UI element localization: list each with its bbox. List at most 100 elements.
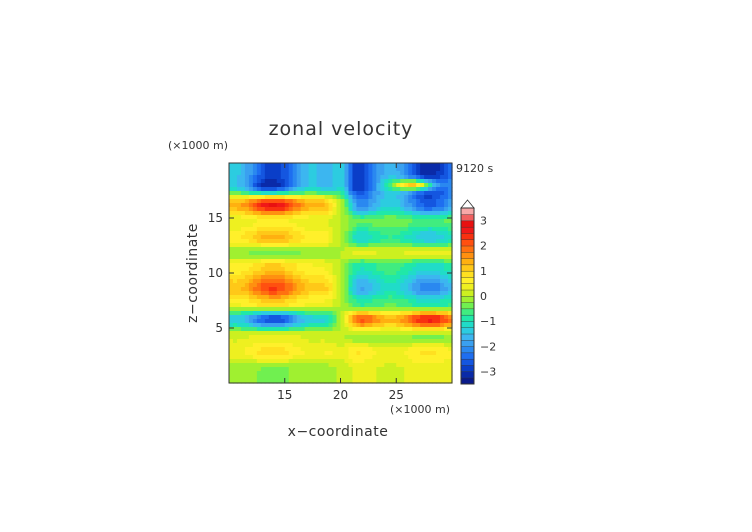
heatmap-cell bbox=[264, 175, 270, 180]
heatmap-cell bbox=[364, 215, 369, 220]
heatmap-cell bbox=[364, 367, 369, 372]
heatmap-cell bbox=[352, 331, 358, 336]
heatmap-cell bbox=[324, 295, 330, 300]
heatmap-cell bbox=[280, 171, 286, 176]
heatmap-cell bbox=[264, 319, 270, 324]
heatmap-cell bbox=[420, 231, 425, 236]
heatmap-cell bbox=[400, 211, 405, 216]
heatmap-cell bbox=[272, 163, 278, 168]
heatmap-cell bbox=[340, 287, 346, 292]
heatmap-cell bbox=[348, 335, 354, 340]
heatmap-cell bbox=[356, 327, 362, 332]
heatmap-cell bbox=[332, 371, 338, 376]
heatmap-cell bbox=[280, 255, 286, 260]
heatmap-cell bbox=[404, 287, 409, 292]
heatmap-cell bbox=[304, 175, 310, 180]
heatmap-cell bbox=[232, 343, 238, 348]
heatmap-cell bbox=[344, 215, 350, 220]
heatmap-cell bbox=[236, 207, 242, 212]
heatmap-cell bbox=[356, 255, 362, 260]
heatmap-cell bbox=[320, 331, 326, 336]
heatmap-cell bbox=[264, 179, 270, 184]
heatmap-cell bbox=[356, 315, 362, 320]
heatmap-cell bbox=[312, 183, 318, 188]
heatmap-cell bbox=[444, 175, 449, 180]
heatmap-cell bbox=[404, 359, 409, 364]
heatmap-cell bbox=[264, 343, 270, 348]
heatmap-cell bbox=[360, 227, 365, 232]
heatmap-cell bbox=[328, 375, 334, 380]
heatmap-cell bbox=[276, 359, 282, 364]
heatmap-cell bbox=[364, 171, 369, 176]
heatmap-cell bbox=[388, 295, 393, 300]
heatmap-cell bbox=[420, 299, 425, 304]
heatmap-cell bbox=[360, 343, 365, 348]
heatmap-cell bbox=[256, 355, 262, 360]
heatmap-cell bbox=[328, 311, 334, 316]
heatmap-cell bbox=[388, 331, 393, 336]
heatmap-cell bbox=[400, 327, 405, 332]
heatmap-cell bbox=[324, 375, 330, 380]
heatmap-cell bbox=[248, 219, 254, 224]
heatmap-cell bbox=[229, 323, 234, 328]
heatmap-cell bbox=[320, 355, 326, 360]
heatmap-cell bbox=[268, 175, 274, 180]
heatmap-cell bbox=[356, 347, 362, 352]
heatmap-cell bbox=[236, 167, 242, 172]
heatmap-cell bbox=[312, 219, 318, 224]
heatmap-cell bbox=[344, 183, 350, 188]
heatmap-cell bbox=[328, 223, 334, 228]
heatmap-cell bbox=[420, 211, 425, 216]
heatmap-cell bbox=[236, 347, 242, 352]
heatmap-cell bbox=[308, 343, 314, 348]
heatmap-cell bbox=[312, 255, 318, 260]
heatmap-cell bbox=[388, 335, 393, 340]
heatmap-cell bbox=[232, 211, 238, 216]
heatmap-cell bbox=[240, 259, 246, 264]
heatmap-cell bbox=[344, 355, 350, 360]
heatmap-cell bbox=[300, 351, 306, 356]
heatmap-cell bbox=[384, 187, 389, 192]
heatmap-cell bbox=[308, 299, 314, 304]
heatmap-cell bbox=[352, 267, 358, 272]
heatmap-cell bbox=[308, 335, 314, 340]
heatmap-cell bbox=[368, 247, 373, 252]
heatmap-cell bbox=[444, 323, 449, 328]
heatmap-cell bbox=[424, 167, 429, 172]
heatmap-cell bbox=[396, 171, 401, 176]
heatmap-cell bbox=[260, 247, 266, 252]
heatmap-cell bbox=[340, 207, 346, 212]
heatmap-cell bbox=[336, 231, 342, 236]
heatmap-cell bbox=[248, 323, 254, 328]
heatmap-cell bbox=[424, 299, 429, 304]
heatmap-cell bbox=[240, 275, 246, 280]
heatmap-cell bbox=[356, 279, 362, 284]
heatmap-cell bbox=[312, 319, 318, 324]
heatmap-cell bbox=[280, 367, 286, 372]
heatmap-cell bbox=[448, 191, 453, 196]
heatmap-cell bbox=[408, 163, 413, 168]
heatmap-cell bbox=[420, 335, 425, 340]
heatmap-cell bbox=[388, 319, 393, 324]
heatmap-cell bbox=[376, 371, 381, 376]
heatmap-cell bbox=[296, 167, 302, 172]
heatmap-cell bbox=[320, 171, 326, 176]
heatmap-cell bbox=[308, 319, 314, 324]
heatmap-cell bbox=[296, 363, 302, 368]
heatmap-cell bbox=[364, 199, 369, 204]
heatmap-cell bbox=[229, 167, 234, 172]
heatmap-cell bbox=[248, 319, 254, 324]
heatmap-cell bbox=[296, 283, 302, 288]
heatmap-cell bbox=[284, 315, 290, 320]
heatmap-cell bbox=[444, 303, 449, 308]
heatmap-cell bbox=[352, 239, 358, 244]
heatmap-cell bbox=[256, 379, 262, 384]
heatmap-cell bbox=[424, 359, 429, 364]
heatmap-cell bbox=[388, 227, 393, 232]
heatmap-cell bbox=[236, 379, 242, 384]
heatmap-cell bbox=[448, 335, 453, 340]
heatmap-cell bbox=[232, 231, 238, 236]
heatmap-cell bbox=[424, 191, 429, 196]
heatmap-cell bbox=[400, 375, 405, 380]
heatmap-cell bbox=[348, 287, 354, 292]
